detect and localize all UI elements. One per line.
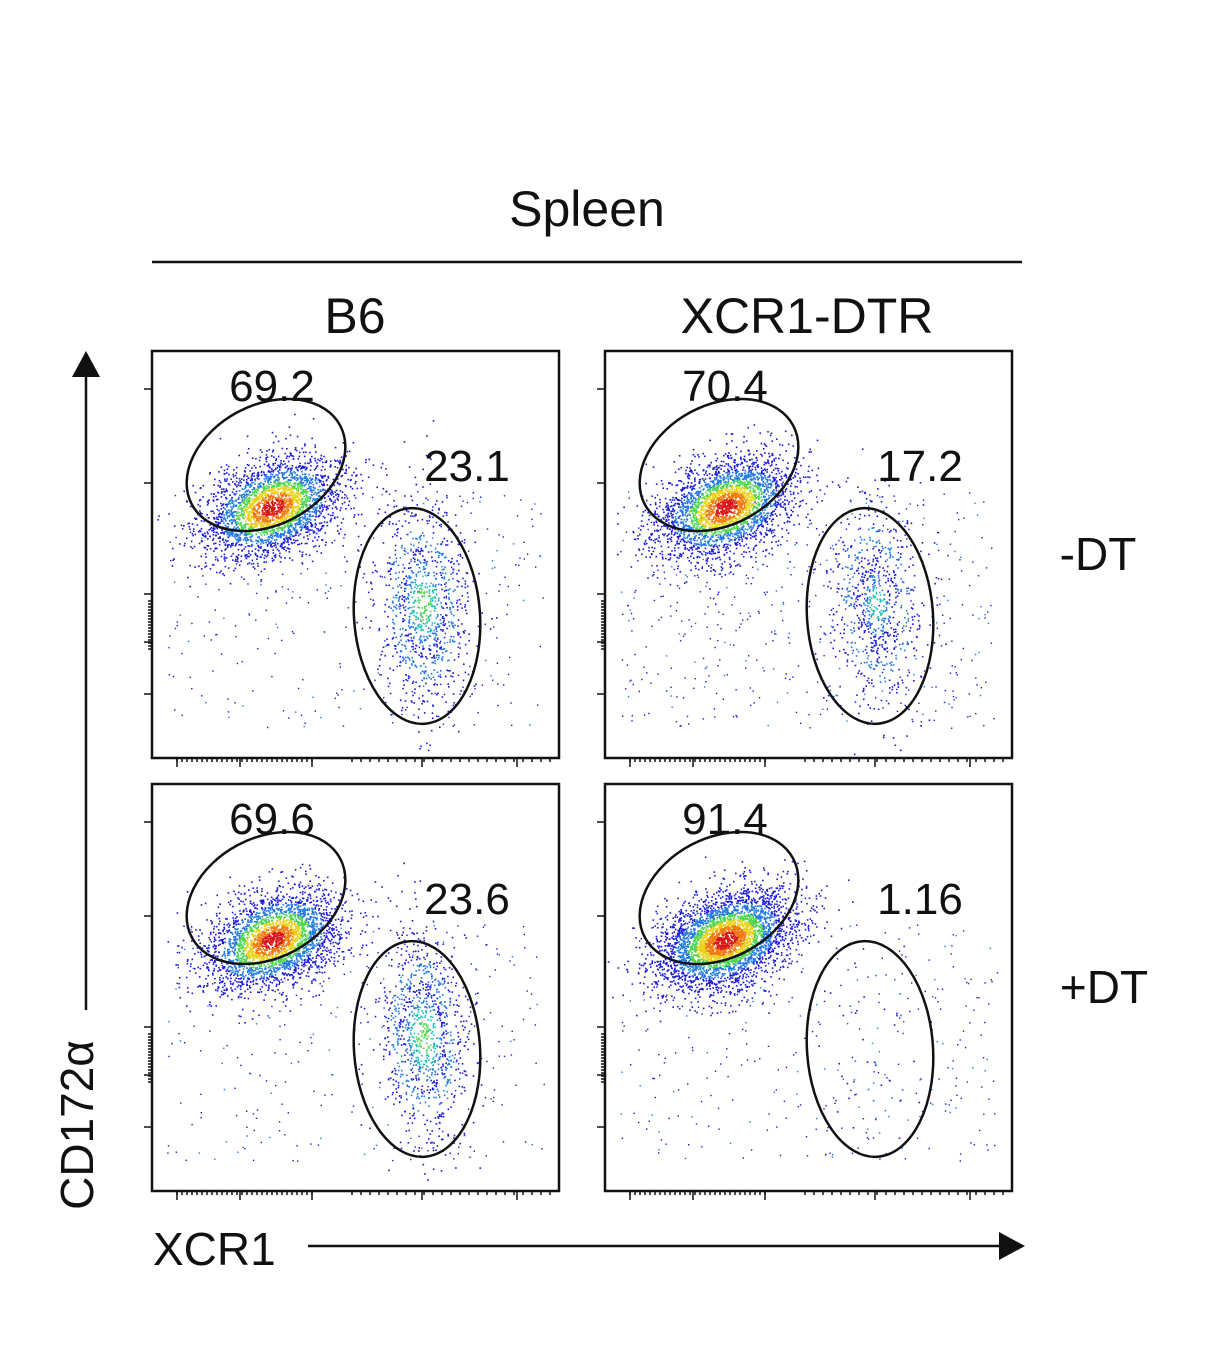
y-axis-label: CD172α xyxy=(51,1040,103,1210)
gate-percentage-label: 17.2 xyxy=(877,442,963,491)
axis-ticks xyxy=(144,388,551,767)
flow-panel: 70.4 17.2 xyxy=(597,349,1014,767)
event-dots xyxy=(157,413,544,752)
gate-cd172a-positive xyxy=(638,830,800,966)
gate-xcr1-positive xyxy=(805,506,935,726)
column-label-xcr1-dtr: XCR1-DTR xyxy=(681,288,934,344)
axis-ticks xyxy=(597,388,1004,767)
panel-frame xyxy=(603,349,1014,760)
flow-panel: 69.2 23.1 xyxy=(144,349,561,767)
gate-percentage-label: 91.4 xyxy=(682,795,768,844)
gate-xcr1-positive xyxy=(805,939,935,1159)
gate-cd172a-positive xyxy=(638,397,800,533)
gate-xcr1-positive xyxy=(352,939,482,1159)
flow-panel: 91.4 1.16 xyxy=(597,782,1014,1200)
gate-percentage-label: 70.4 xyxy=(682,362,768,411)
gate-percentage-label: 1.16 xyxy=(877,875,963,924)
gate-percentage-label: 69.2 xyxy=(229,362,315,411)
panel-frame xyxy=(150,782,561,1193)
gate-xcr1-positive xyxy=(352,506,482,726)
row-label-plus-dt: +DT xyxy=(1060,961,1148,1013)
axis-ticks xyxy=(144,821,551,1200)
flow-panel: 69.6 23.6 xyxy=(144,782,561,1200)
gate-percentage-label: 23.6 xyxy=(424,875,510,924)
axis-ticks xyxy=(597,821,1004,1200)
tissue-title: Spleen xyxy=(509,181,665,237)
panel-grid: 69.2 23.1 70.4 17.2 69.6 23.6 91.4 1.16 xyxy=(144,349,1014,1200)
gate-percentage-label: 69.6 xyxy=(229,795,315,844)
y-axis-arrow-head xyxy=(72,351,100,377)
gate-cd172a-positive xyxy=(185,830,347,966)
panel-frame xyxy=(150,349,561,760)
panel-frame xyxy=(603,782,1014,1193)
row-label-minus-dt: -DT xyxy=(1060,528,1137,580)
x-axis-arrow-head xyxy=(999,1232,1025,1260)
event-dots xyxy=(167,862,545,1181)
gate-cd172a-positive xyxy=(185,397,347,533)
gate-percentage-label: 23.1 xyxy=(424,442,510,491)
x-axis-label: XCR1 xyxy=(153,1223,276,1275)
column-label-b6: B6 xyxy=(324,288,385,344)
event-dots xyxy=(607,856,999,1162)
